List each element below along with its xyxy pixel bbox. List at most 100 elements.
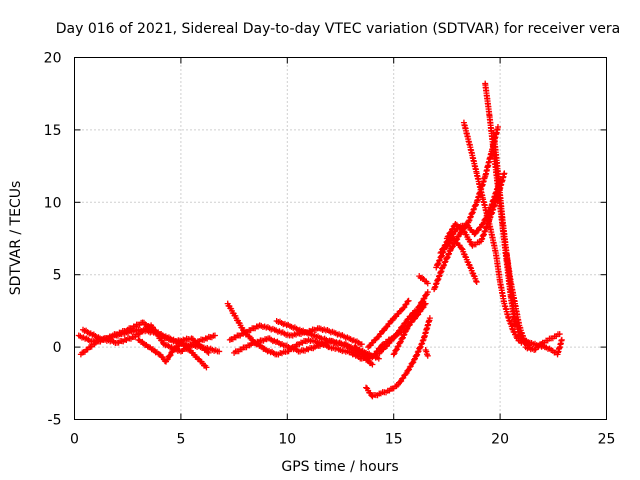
y-axis-label: SDTVAR / TECUs [8,181,24,296]
data-point [203,364,210,371]
data-point [437,249,444,256]
data-point [471,231,478,238]
series-track-15 [416,273,431,287]
x-axis-label: GPS time / hours [281,459,398,475]
data-point [556,331,563,338]
data-point [405,297,412,304]
trace-mark [418,341,425,348]
trace-mark [204,348,211,355]
series-track-13 [390,289,431,358]
trace-mark [434,261,441,268]
trace-mark [413,307,420,314]
x-tick-label: 0 [70,432,79,448]
x-tick-label: 25 [598,432,616,448]
trace-mark [470,206,477,213]
data-point [216,348,223,355]
data-point [358,341,365,348]
x-tick-label: 15 [385,432,403,448]
trace-mark [394,343,401,350]
data-point [424,352,431,359]
trace-mark [393,346,400,353]
data-point [460,228,467,235]
trace-mark [419,337,426,344]
data-point [390,351,397,358]
trace-mark [405,367,412,374]
trace-mark [440,245,447,252]
trace-mark [449,244,456,251]
plot-frame [74,57,607,420]
series-track-22 [490,129,529,348]
trace-mark [411,356,418,363]
trace-mark [364,354,371,361]
trace-mark [472,278,479,285]
series-track-14 [422,346,431,359]
trace-mark [413,352,420,359]
trace-mark [440,262,447,269]
trace-mark [447,229,454,236]
trace-mark [400,305,407,312]
trace-mark [397,378,404,385]
y-tick-label: 20 [44,51,62,67]
data-point [205,349,212,356]
data-point [409,315,416,322]
trace-mark [406,364,413,371]
trace-mark [404,298,411,305]
data-point [375,355,382,362]
data-point [467,264,474,271]
x-tick-label: 10 [278,432,296,448]
series-track-20 [460,119,525,346]
trace-mark [414,349,421,356]
data-point [558,336,565,343]
trace-mark [402,301,409,308]
data-point [397,339,404,346]
data-point [501,170,508,177]
trace-mark [436,257,443,264]
x-tick-label: 5 [176,432,185,448]
axis-ticks: 0 5 10 15 20 25 -5 0 5 10 15 20 [44,51,616,448]
trace-mark [166,352,173,359]
trace-mark [469,210,476,217]
grid [74,57,607,420]
data-point [426,315,433,322]
y-tick-label: 0 [53,340,62,356]
data-point [369,361,376,368]
trace-mark [472,202,479,209]
data-point [424,289,431,296]
series-track-12 [363,315,433,400]
trace-mark [163,356,170,363]
data-point [211,332,218,339]
data-point [424,280,431,287]
y-tick-label: 5 [53,268,62,284]
series-track-06 [226,322,365,348]
y-tick-label: 10 [44,195,62,211]
data-marks [75,80,565,400]
series-track-25 [522,331,563,353]
trace-mark [405,322,412,329]
data-point [494,124,501,131]
trace-mark [441,259,448,266]
y-tick-label: -5 [48,413,62,429]
trace-mark [399,335,406,342]
trace-mark [400,332,407,339]
trace-mark [465,218,472,225]
trace-mark [416,344,423,351]
trace-mark [399,375,406,382]
series-track-03 [80,322,218,355]
data-point [416,303,423,310]
trace-mark [407,319,414,326]
trace-mark [445,251,452,258]
x-tick-label: 20 [491,432,509,448]
y-tick-label: 15 [44,123,62,139]
trace-mark [444,233,451,240]
series-track-11 [365,297,412,351]
trace-mark [443,255,450,262]
trace-mark [420,295,427,302]
trace-mark [418,299,425,306]
trace-mark [449,226,456,233]
trace-mark [467,214,474,221]
trace-mark [409,360,416,367]
chart-title: Day 016 of 2021, Sidereal Day-to-day VTE… [56,21,620,37]
trace-mark [441,242,448,249]
series-track-04 [135,336,210,371]
